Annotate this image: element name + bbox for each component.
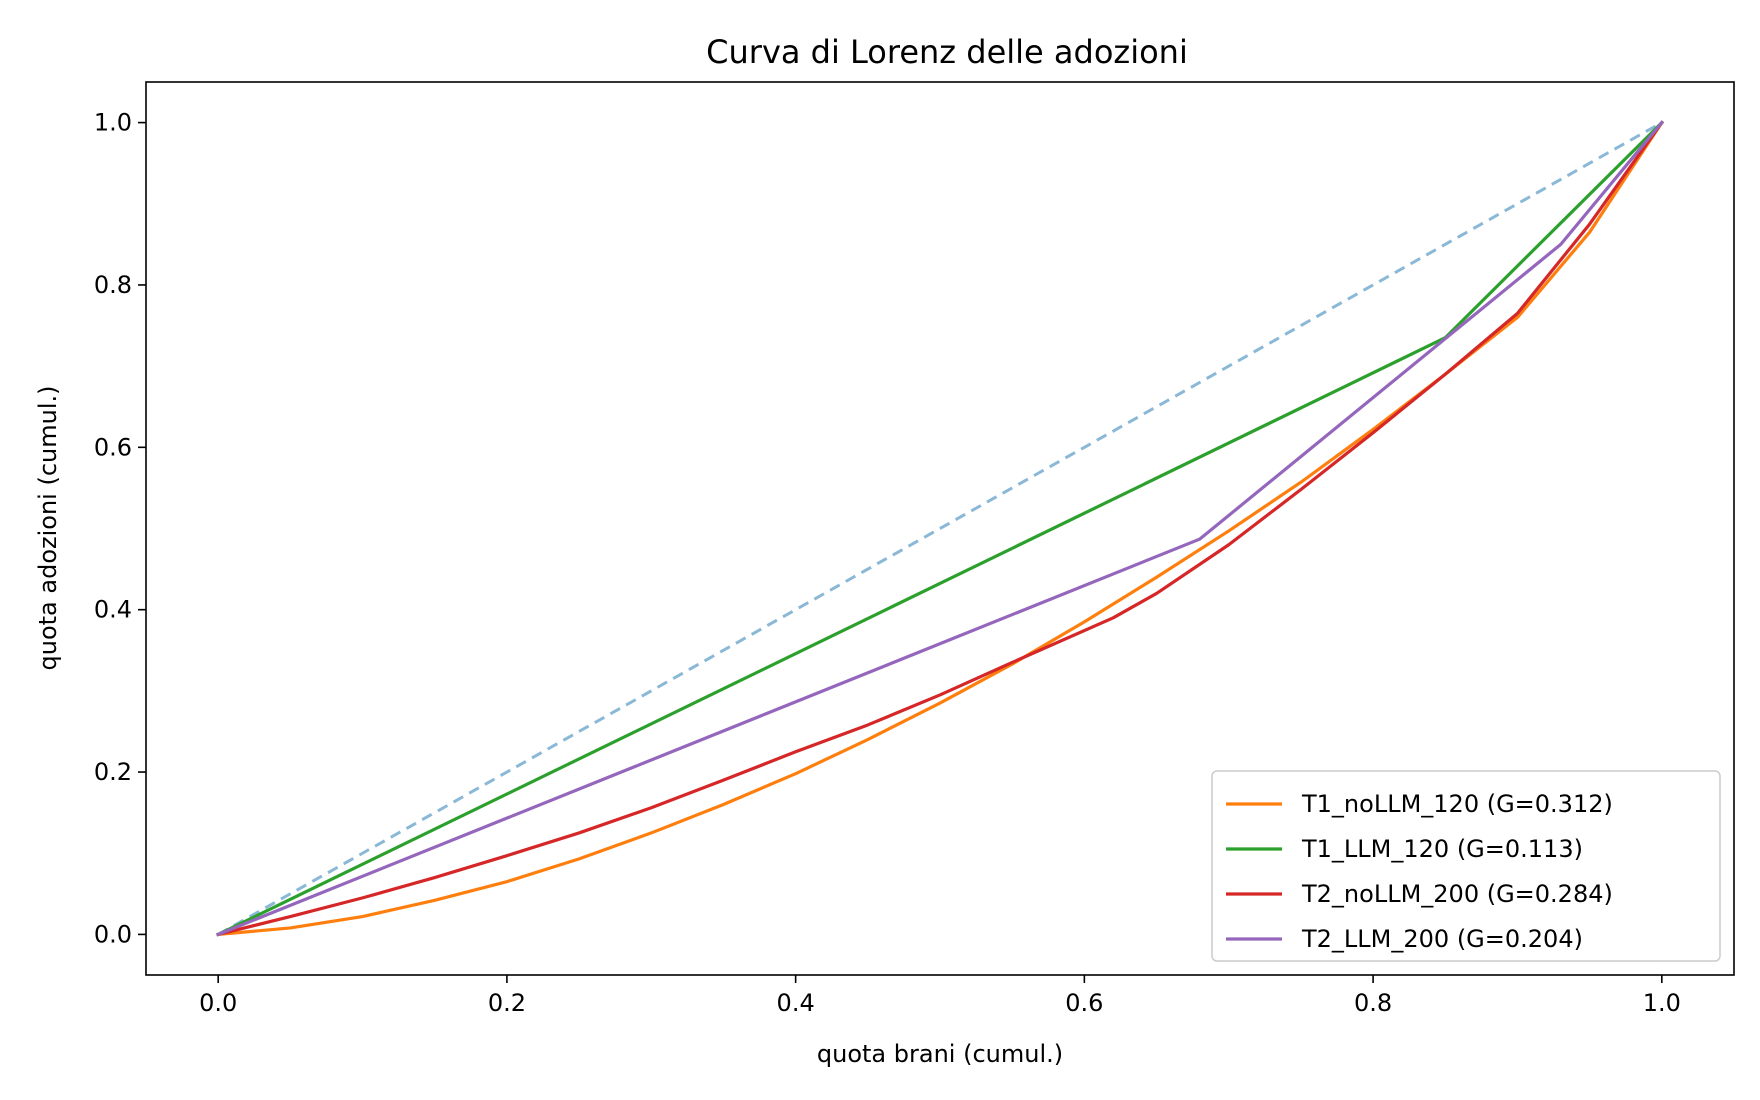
series-line-2 [216, 120, 1665, 937]
y-axis-label: quota adozioni (cumul.) [34, 386, 62, 671]
x-tick-label: 0.2 [488, 989, 526, 1017]
plot-area [216, 120, 1665, 937]
x-tick-label: 0.4 [777, 989, 815, 1017]
x-axis-label: quota brani (cumul.) [817, 1040, 1063, 1068]
legend-label-2: T2_noLLM_200 (G=0.284) [1301, 880, 1613, 908]
y-tick-label: 0.8 [94, 271, 132, 299]
series-line-3 [216, 120, 1665, 937]
chart-title: Curva di Lorenz delle adozioni [706, 33, 1188, 71]
x-tick-label: 1.0 [1643, 989, 1681, 1017]
x-tick-label: 0.6 [1065, 989, 1103, 1017]
legend-box [1211, 770, 1721, 962]
legend-label-0: T1_noLLM_120 (G=0.312) [1301, 790, 1613, 818]
y-tick-label: 0.0 [94, 920, 132, 948]
legend-label-3: T2_LLM_200 (G=0.204) [1301, 925, 1583, 953]
axis-ticks: 0.0 0.2 0.4 0.6 0.8 1.0 0.0 0.2 0.4 0.6 0.8 1.0 [94, 109, 1681, 1017]
y-tick-label: 0.6 [94, 433, 132, 461]
x-tick-label: 0.8 [1354, 989, 1392, 1017]
axes-frame [145, 81, 1735, 976]
y-tick-label: 0.2 [94, 758, 132, 786]
equality-reference-line [217, 121, 1663, 936]
legend-label-1: T1_LLM_120 (G=0.113) [1301, 835, 1583, 863]
y-tick-label: 0.4 [94, 596, 132, 624]
legend: T1_noLLM_120 (G=0.312) T1_LLM_120 (G=0.11… [1211, 770, 1721, 962]
x-tick-label: 0.0 [199, 989, 237, 1017]
y-tick-label: 1.0 [94, 109, 132, 137]
